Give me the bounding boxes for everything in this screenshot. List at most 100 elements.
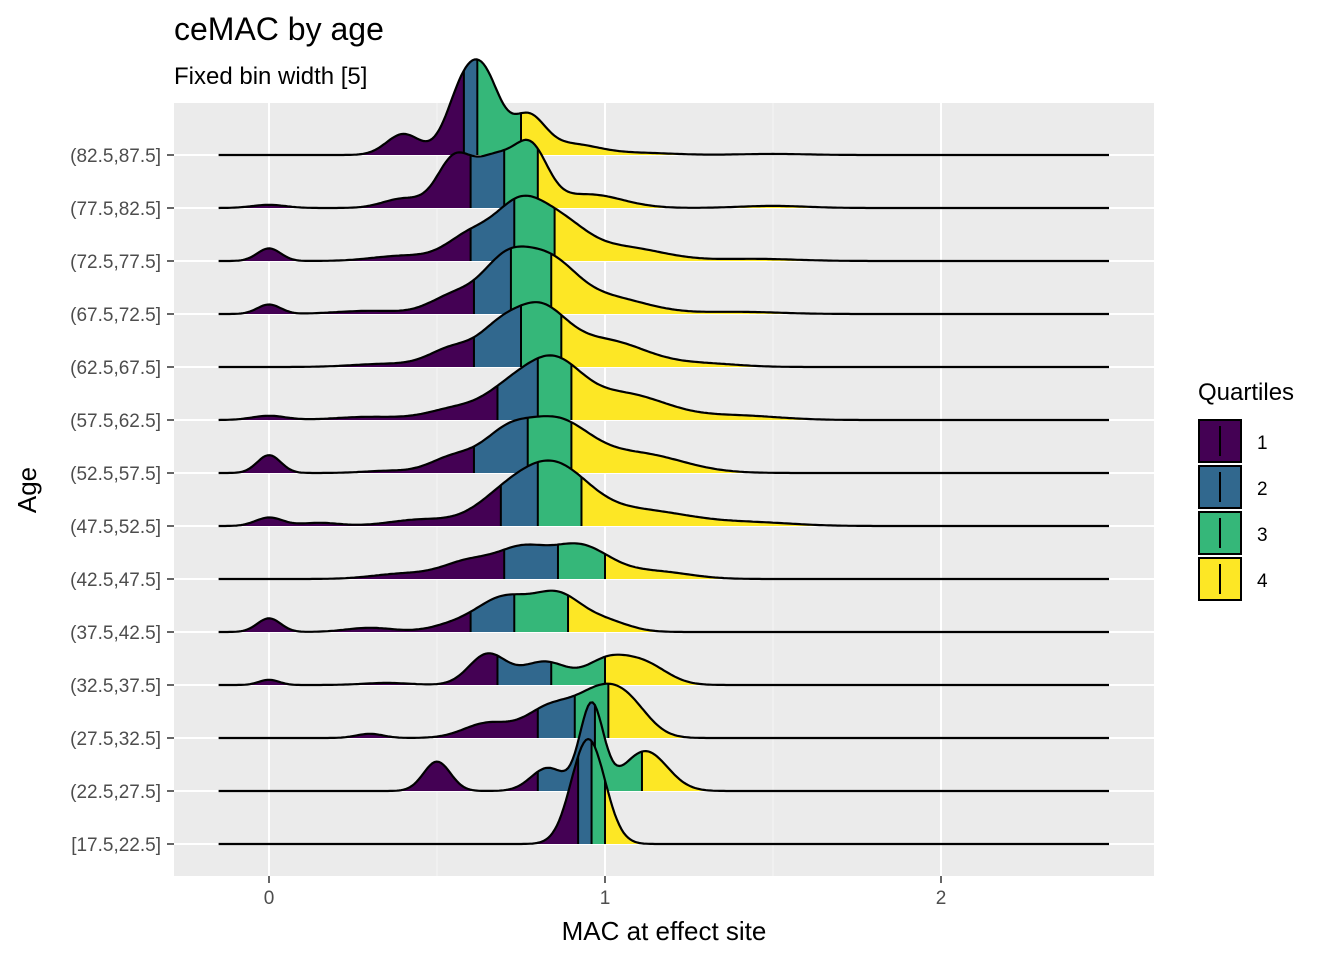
density-outline (218, 542, 1109, 581)
density-outline (218, 58, 1109, 157)
quartile-4-area (605, 654, 1109, 685)
quartile-3-area (504, 139, 538, 208)
y-tick-label: [17.5,22.5] (71, 835, 161, 856)
quartile-4-area (568, 595, 1109, 632)
quartile-3-area (537, 355, 572, 420)
y-tick-label: (57.5,62.5] (70, 411, 161, 432)
quartile-4-area (571, 422, 1109, 473)
quartile-2-area (470, 150, 505, 208)
quartile-3-area (514, 590, 568, 632)
x-axis-title: MAC at effect site (562, 916, 767, 946)
ridge-(52.5,57.5] (218, 415, 1109, 475)
legend-label-4: 4 (1257, 571, 1268, 592)
y-tick-label: (42.5,47.5] (70, 570, 161, 591)
density-outline (218, 194, 1109, 263)
y-tick-label: (32.5,37.5] (70, 676, 161, 697)
density-outline (218, 652, 1109, 687)
quartile-4-area (642, 751, 1109, 791)
quartile-1-area (218, 549, 505, 579)
y-axis-title: Age (12, 467, 42, 513)
quartile-4-area (554, 208, 1109, 261)
density-outline (218, 138, 1109, 210)
quartile-1-area (218, 611, 471, 632)
quartile-3-area (514, 195, 555, 261)
density-outline (218, 589, 1109, 634)
density-outline (218, 301, 1109, 369)
y-tick-label: (67.5,72.5] (70, 305, 161, 326)
quartile-3-area (521, 302, 562, 367)
quartile-3-area (594, 705, 642, 791)
legend: Quartiles 1 2 3 4 (1198, 379, 1294, 601)
y-tick-label: (72.5,77.5] (70, 252, 161, 273)
quartile-1-area (218, 653, 498, 685)
chart-subtitle: Fixed bin width [5] (174, 63, 367, 90)
x-tick-label: 0 (264, 888, 275, 909)
density-outline (218, 682, 1109, 740)
y-tick-label: (27.5,32.5] (70, 729, 161, 750)
density-outline (218, 459, 1109, 528)
ridge-(42.5,47.5] (218, 542, 1109, 581)
ridge-(82.5,87.5] (218, 58, 1109, 157)
quartile-3-area (537, 460, 582, 526)
legend-label-2: 2 (1257, 479, 1268, 500)
quartile-2-area (537, 695, 575, 738)
quartile-1-area (218, 228, 471, 261)
quartile-3-area (558, 543, 605, 579)
plot-panel (174, 103, 1154, 876)
quartile-2-area (463, 59, 478, 155)
quartile-4-area (571, 364, 1109, 420)
legend-label-3: 3 (1257, 525, 1268, 546)
quartile-4-area (561, 315, 1109, 367)
y-tick-label: (47.5,52.5] (70, 517, 161, 538)
density-outline (218, 737, 1109, 846)
quartile-2-area (474, 248, 511, 314)
y-tick-label: (22.5,27.5] (70, 782, 161, 803)
quartile-2-area (497, 358, 538, 420)
quartile-2-area (578, 739, 592, 844)
ridge-(67.5,72.5] (218, 245, 1109, 316)
quartile-1-area (218, 152, 471, 208)
ridge-(37.5,42.5] (218, 589, 1109, 634)
ridge-(62.5,67.5] (218, 301, 1109, 369)
quartile-1-area (218, 446, 474, 473)
quartile-3-area (510, 246, 552, 314)
x-tick-label: 2 (936, 888, 947, 909)
quartile-1-area (218, 485, 501, 526)
density-outline (218, 245, 1109, 316)
quartile-1-area (218, 708, 538, 738)
x-axis: 0 1 2 (264, 876, 947, 909)
density-outline (218, 415, 1109, 475)
quartile-4-area (551, 253, 1109, 314)
quartile-2-area (504, 544, 558, 579)
quartile-4-area (605, 553, 1109, 579)
y-axis: [17.5,22.5] (22.5,27.5] (27.5,32.5] (32.5,3… (70, 146, 174, 856)
quartile-4-area (581, 477, 1109, 526)
ridge-(72.5,77.5] (218, 194, 1109, 263)
minor-gridlines (436, 103, 774, 876)
quartile-1-area (218, 385, 498, 420)
quartile-4-area (608, 683, 1109, 738)
y-tick-label: (82.5,87.5] (70, 146, 161, 167)
quartile-3-area (591, 741, 605, 844)
quartile-3-area (527, 416, 572, 473)
chart-title: ceMAC by age (174, 11, 384, 47)
y-tick-label: (52.5,57.5] (70, 464, 161, 485)
quartile-2-area (474, 417, 528, 473)
quartile-2-area (470, 594, 515, 632)
ridge-(57.5,62.5] (218, 354, 1109, 422)
quartile-4-area (537, 148, 1109, 208)
x-tick-label: 1 (600, 888, 611, 909)
quartile-4-area (521, 112, 1109, 155)
legend-title: Quartiles (1198, 379, 1294, 406)
legend-label-1: 1 (1257, 433, 1268, 454)
ridges (218, 58, 1109, 846)
quartile-2-area (470, 198, 515, 261)
ridge-(32.5,37.5] (218, 652, 1109, 687)
quartile-1-area (218, 70, 464, 155)
y-tick-label: (77.5,82.5] (70, 199, 161, 220)
quartile-1-area (218, 279, 474, 314)
ridge-(47.5,52.5] (218, 459, 1109, 528)
y-tick-label: (62.5,67.5] (70, 358, 161, 379)
density-outline (218, 701, 1109, 793)
